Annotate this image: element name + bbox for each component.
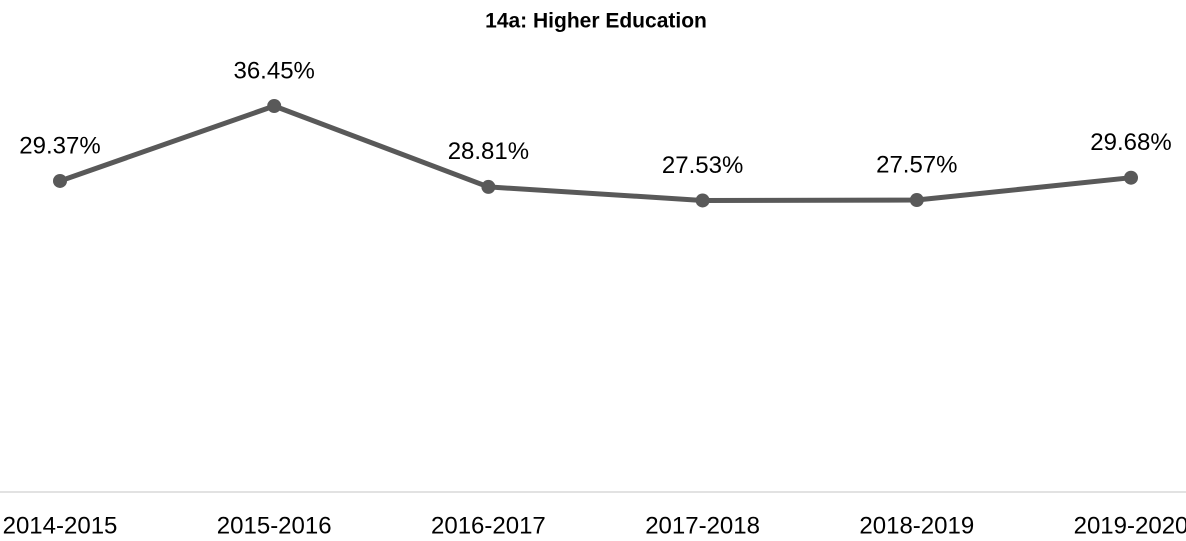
x-tick-label: 2018-2019 [859, 512, 974, 539]
x-tick-label: 2016-2017 [431, 512, 546, 539]
data-label: 27.57% [876, 151, 957, 178]
marker [909, 193, 924, 208]
chart-title: 14a: Higher Education [485, 10, 707, 33]
data-label: 29.68% [1090, 129, 1171, 156]
marker [481, 179, 496, 194]
data-label: 28.81% [448, 138, 529, 165]
marker [695, 193, 710, 208]
line [59, 103, 1132, 203]
data-label: 27.53% [662, 152, 743, 179]
x-tick-label: 2019-2020 [1074, 512, 1186, 539]
x-tick-label: 2014-2015 [3, 512, 118, 539]
marker [1124, 170, 1138, 185]
data-label: 29.37% [19, 132, 100, 159]
x-tick-label: 2017-2018 [645, 512, 760, 539]
x-tick-label: 2015-2016 [217, 512, 332, 539]
data-label: 36.45% [233, 57, 314, 84]
marker [53, 173, 67, 188]
marker [267, 98, 282, 113]
